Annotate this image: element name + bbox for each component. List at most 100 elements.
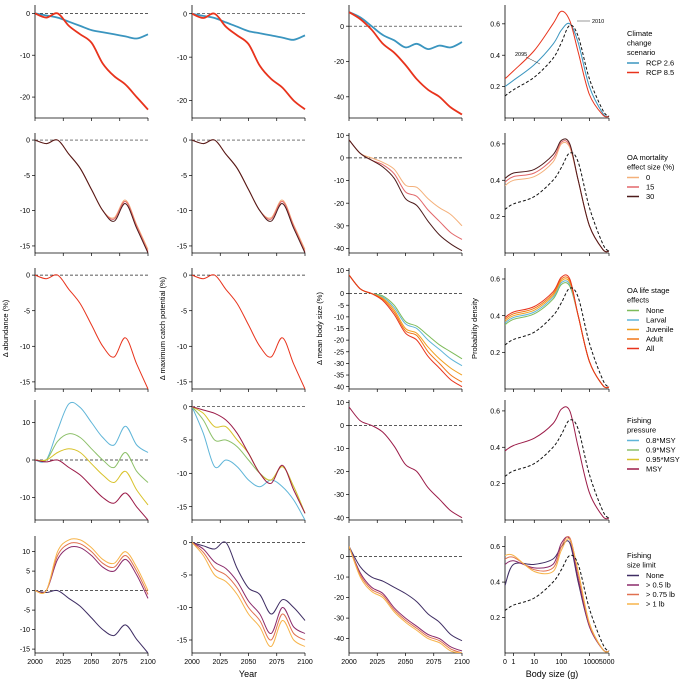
series-group — [192, 541, 306, 647]
y-tick-label: 0 — [26, 588, 30, 595]
y-tick-label: 0.2 — [490, 350, 500, 357]
x-tick-label: 2075 — [269, 659, 285, 666]
y-tick-label: -30 — [334, 223, 344, 230]
series-line-30 — [192, 139, 306, 253]
y-axis-label-col3: Δ mean body size (%) — [315, 292, 324, 365]
y-tick-label: 10 — [336, 400, 344, 407]
panel-r2-c1: 0 -5 -10 -15 — [20, 133, 149, 256]
y-tick-label: -10 — [177, 55, 187, 62]
y-tick-label: -5 — [181, 173, 187, 180]
legend-entry-label: 0 — [646, 173, 650, 182]
legend-title: pressure — [627, 426, 656, 435]
panel-r4-c1: 10 0 -10 — [20, 400, 149, 523]
y-tick-label: 0 — [340, 291, 344, 298]
y-tick-label: 0.4 — [490, 445, 500, 452]
y-tick-label: -20 — [334, 338, 344, 345]
y-tick-label: -10 — [334, 575, 344, 582]
legend-title: Fishing — [627, 416, 651, 425]
panel-r3-c4: 0.2 0.4 0.6 — [490, 268, 610, 392]
y-tick-label: 0.6 — [490, 544, 500, 551]
legend-entry-label: 0.8*MSY — [646, 436, 676, 445]
y-tick-label: -10 — [20, 495, 30, 502]
x-tick-label: 2000 — [184, 659, 200, 666]
y-tick-label: -40 — [334, 94, 344, 101]
legend-entry-label: Adult — [646, 335, 664, 344]
legend-entry-label: RCP 2.6 — [646, 59, 674, 68]
y-tick-label: 0 — [183, 540, 187, 547]
series-line--1-lb — [505, 538, 610, 653]
series-group — [349, 274, 463, 388]
panel-r5-c3: 0 -10 -20 -30 -40 2000 2025 2050 2075 2100 — [334, 536, 470, 666]
y-tick-label: -10 — [334, 446, 344, 453]
y-tick-label: 0 — [340, 554, 344, 561]
panel-r1-c3: 0 -20 -40 — [334, 5, 463, 121]
y-tick-label: 10 — [22, 549, 30, 556]
y-tick-label: -10 — [177, 471, 187, 478]
panel-r4-c2: 0 -5 -10 -15 — [177, 400, 306, 523]
legend-title: Climate — [627, 29, 652, 38]
legend-title: effect size (%) — [627, 163, 675, 172]
series-group — [192, 274, 306, 389]
series-line-2010 — [505, 554, 610, 652]
y-tick-label: 0 — [183, 11, 187, 18]
y-tick-label: 0 — [183, 404, 187, 411]
series-group — [349, 11, 463, 116]
y-tick-label: -35 — [334, 373, 344, 380]
y-tick-label: -10 — [20, 344, 30, 351]
x-tick-label-merged: 10005000 — [583, 659, 614, 666]
y-axis-labels: Δ abundance (%) Δ maximum catch potential… — [1, 276, 479, 380]
legend-title: change — [627, 39, 652, 48]
x-tick-label: 2000 — [341, 659, 357, 666]
y-tick-label: 0 — [26, 273, 30, 280]
series-line-0 — [35, 139, 149, 250]
legend-entry-label: 0.9*MSY — [646, 446, 676, 455]
legend-entry-label: RCP 8.5 — [646, 68, 674, 77]
legend-entry-label: > 0.75 lb — [646, 590, 675, 599]
series-line-none — [505, 282, 610, 389]
y-tick-label: -5 — [181, 438, 187, 445]
series-line-0 — [349, 139, 463, 227]
series-line-all — [505, 274, 610, 389]
panel-r2-c4: 0.2 0.4 0.6 — [490, 133, 610, 256]
series-line-rcp-2-6 — [35, 12, 149, 40]
series-line--0-5-lb — [192, 542, 306, 634]
y-tick-label: 10 — [336, 268, 344, 275]
y-tick-label: -15 — [177, 244, 187, 251]
series-line-0-9-msy — [35, 433, 149, 483]
legend-title: OA life stage — [627, 286, 670, 295]
series-line--0-5-lb — [35, 546, 149, 599]
series-group — [505, 274, 610, 389]
panel-r1-c2: 0 -10 -20 — [177, 5, 306, 121]
series-line-0 — [192, 139, 306, 250]
series-line--0-5-lb — [349, 546, 463, 652]
series-line-2010 — [505, 419, 610, 519]
y-tick-label: 0.6 — [490, 142, 500, 149]
legend-3: OA life stageeffectsNoneLarvalJuvenileAd… — [627, 286, 674, 353]
y-tick-label: -15 — [334, 326, 344, 333]
y-tick-label: 0.2 — [490, 481, 500, 488]
legend-entry-label: 30 — [646, 192, 654, 201]
series-line-rcp-8-5 — [505, 10, 610, 118]
x-tick-label: 2050 — [398, 659, 414, 666]
y-axis-label-col1: Δ abundance (%) — [1, 299, 10, 357]
y-tick-label: -40 — [334, 384, 344, 391]
y-axis-label-col4: Probability density — [470, 298, 479, 359]
series-line-rcp-8-5 — [192, 12, 306, 111]
x-tick-label: 0 — [503, 659, 507, 666]
y-tick-label: -40 — [334, 246, 344, 253]
series-line-juvenile — [349, 274, 463, 376]
x-tick-label: 2075 — [426, 659, 442, 666]
y-tick-label: -30 — [334, 616, 344, 623]
series-line-rcp-2-6 — [505, 22, 610, 118]
panel-r4-c3: 10 0 -10 -20 -30 -40 — [334, 400, 463, 523]
series-line-15 — [349, 139, 463, 240]
panel-r3-c3: 10 0 -5 -10 -15 -20 -25 -30 -35 -40 — [334, 268, 463, 392]
x-tick-label: 2050 — [84, 659, 100, 666]
annotation-2095: 2095 — [515, 52, 527, 58]
series-line-all — [192, 274, 306, 389]
x-tick-label: 100 — [556, 659, 568, 666]
legend-entry-label: Larval — [646, 316, 667, 325]
